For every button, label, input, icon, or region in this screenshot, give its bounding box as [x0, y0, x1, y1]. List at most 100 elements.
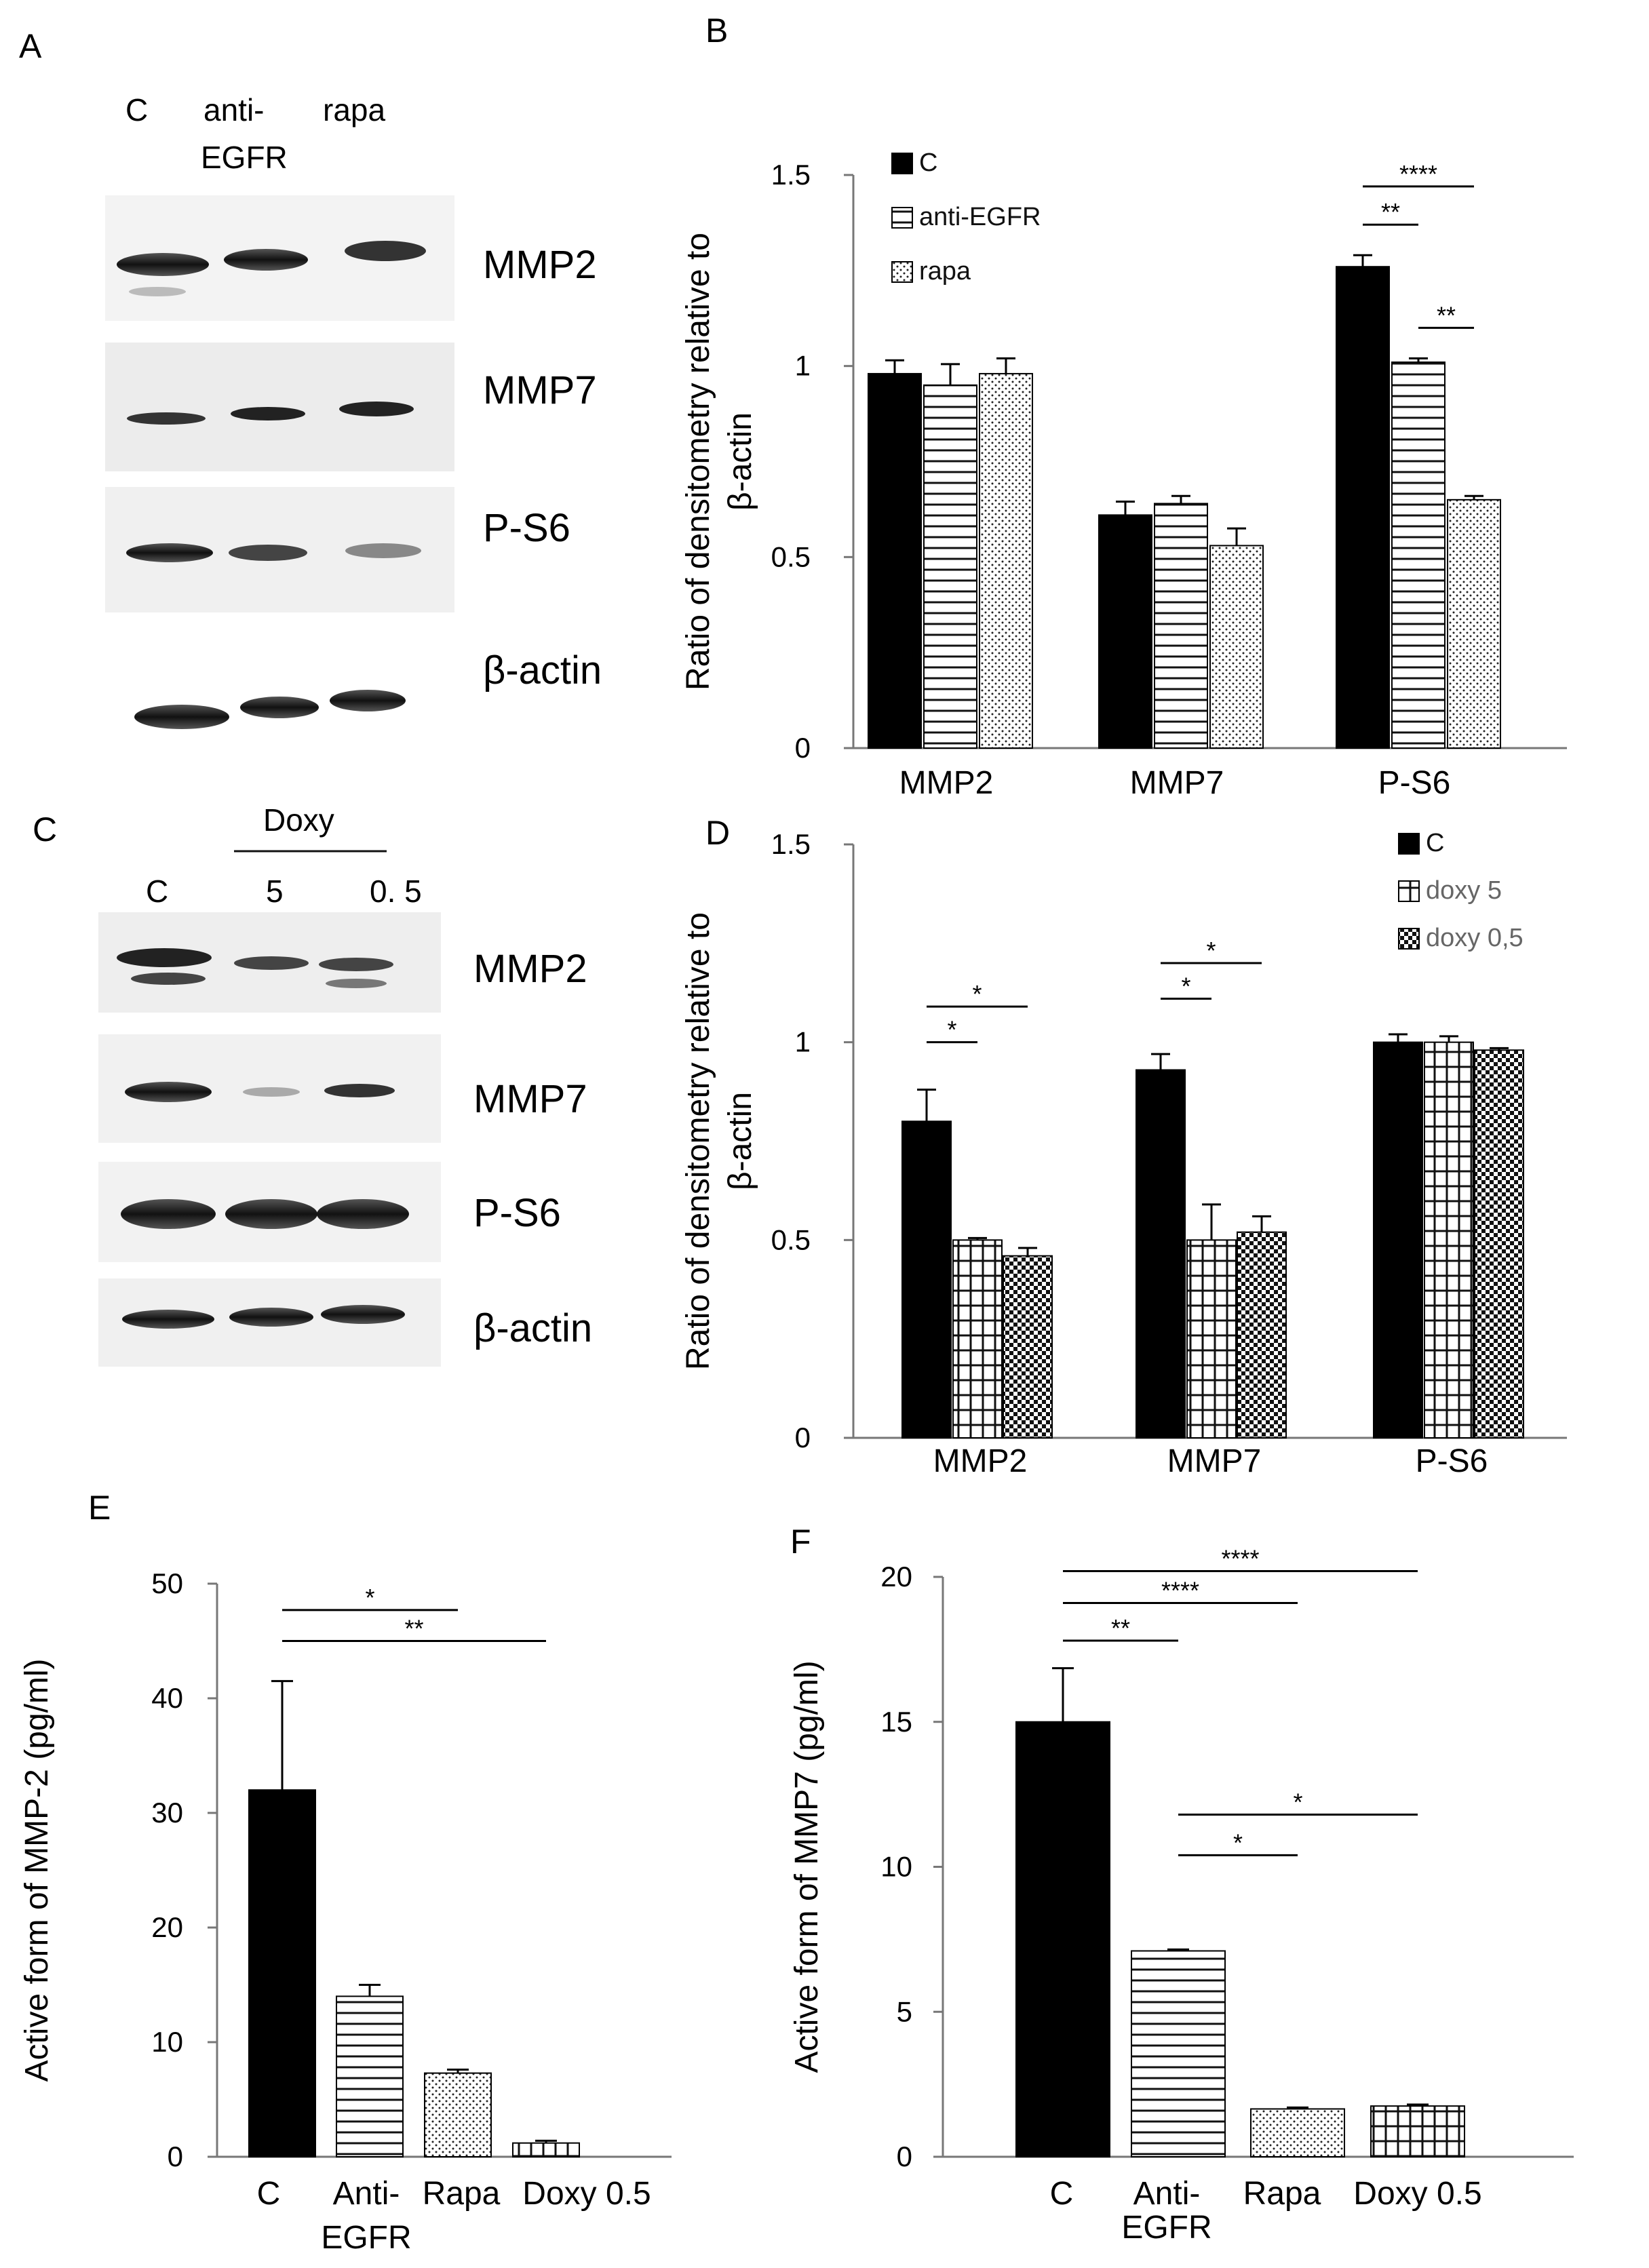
bar-c	[1373, 1041, 1423, 1439]
bar-doxy-5	[952, 1239, 1003, 1439]
blot-a-band	[134, 705, 229, 729]
x-category-label: Doxy 0.5	[1353, 2176, 1481, 2212]
blot-c-band	[326, 979, 387, 988]
x-category-label-line2: EGFR	[321, 2220, 411, 2256]
bar-c	[1098, 514, 1152, 749]
blot-a-lane-c: C	[125, 92, 148, 128]
y-axis-label-line2: β-actin	[722, 412, 758, 511]
bar-anti-egfr	[1154, 503, 1208, 749]
significance-label: **	[1111, 1614, 1130, 1642]
significance-label: ****	[1161, 1576, 1199, 1604]
blot-c-band	[131, 973, 206, 985]
bar-rapa	[1250, 2108, 1345, 2157]
blot-a-band	[345, 241, 426, 261]
significance-label: *	[972, 980, 982, 1008]
blot-a-band	[330, 690, 406, 711]
bar-rapa	[1209, 545, 1264, 749]
legend-label: anti-EGFR	[919, 203, 1041, 231]
chart-b-densitometry: 0 0.5 1 1.5 Ratio of densitometry relative t…	[680, 149, 1567, 801]
x-category-label: C	[1050, 2176, 1074, 2212]
legend-label: C	[1426, 829, 1444, 857]
y-tick-label: 1	[795, 350, 811, 382]
panel-letter-f: F	[790, 1523, 811, 1561]
blot-a-band	[117, 253, 209, 276]
chart-f-mmp7-active: 0 5 10 15 20 Active form of MMP7 (pg/ml) C Anti…	[789, 1544, 1574, 2246]
bar-anti-egfr	[923, 384, 977, 749]
significance-label: *	[1293, 1788, 1302, 1816]
x-category-label: MMP7	[1167, 1443, 1262, 1479]
bar-rapa	[979, 372, 1033, 749]
significance-label: *	[365, 1584, 374, 1611]
blot-c-band	[321, 1305, 405, 1324]
blot-a-label-ps6: P-S6	[483, 506, 570, 550]
blot-c-label-ps6: P-S6	[473, 1191, 561, 1235]
blot-c-band	[122, 1310, 214, 1329]
significance-label: *	[947, 1016, 956, 1044]
western-blot-c: Doxy C 5 0. 5 MMP2 MMP7 P-S6 β-actin	[98, 802, 592, 1367]
y-tick-label: 0	[795, 1422, 811, 1453]
x-category-label: C	[257, 2176, 281, 2212]
blot-c-band	[121, 1199, 216, 1229]
significance-label: *	[1181, 973, 1190, 1000]
blot-c-band	[324, 1084, 395, 1097]
legend-swatch	[1398, 833, 1420, 855]
y-axis-label: Ratio of densitometry relative to	[680, 912, 716, 1370]
blot-c-label-mmp2: MMP2	[473, 947, 587, 991]
blot-c-label-actin: β-actin	[473, 1306, 592, 1350]
y-axis-label: Active form of MMP7 (pg/ml)	[789, 1660, 825, 2073]
significance-label: *	[1206, 937, 1216, 964]
x-category-label: P-S6	[1378, 765, 1451, 801]
bar-rapa	[424, 2072, 492, 2157]
blot-c-band	[317, 1199, 409, 1229]
blot-c-lane-05: 0. 5	[370, 874, 422, 909]
y-tick-label: 0.5	[771, 541, 811, 572]
y-tick-label: 10	[880, 1851, 912, 1883]
blot-a-label-mmp2: MMP2	[483, 243, 597, 287]
panel-letter-d: D	[705, 814, 730, 852]
blot-a-lane-anti: anti-	[203, 92, 264, 128]
y-tick-label: 0	[795, 732, 811, 764]
x-category-label: Doxy 0.5	[522, 2176, 651, 2212]
legend-swatch	[891, 207, 913, 229]
y-tick-label: 40	[151, 1682, 183, 1714]
blot-a-band	[129, 287, 186, 296]
y-tick-label: 20	[880, 1561, 912, 1592]
y-tick-label: 1.5	[771, 828, 811, 860]
blot-c-band	[125, 1082, 212, 1102]
bar-rapa	[1447, 498, 1501, 749]
x-category-label: MMP2	[899, 765, 994, 801]
y-tick-label: 1	[795, 1026, 811, 1058]
panel-letter-b: B	[705, 12, 728, 50]
blot-c-lane-5: 5	[266, 874, 284, 909]
bar-anti-	[336, 1995, 404, 2157]
legend-label: doxy 5	[1426, 876, 1502, 905]
blot-a-lane-egfr: EGFR	[201, 140, 288, 175]
blot-a-band	[339, 402, 414, 416]
bar-c	[1136, 1069, 1186, 1439]
panel-letter-a: A	[19, 27, 42, 65]
legend-label: doxy 0,5	[1426, 924, 1524, 952]
blot-c-band	[234, 956, 309, 970]
y-tick-label: 0.5	[771, 1224, 811, 1255]
bar-c	[868, 372, 922, 749]
bar-c	[1015, 1721, 1110, 2157]
bar-doxy-5	[1424, 1041, 1474, 1439]
panel-letter-e: E	[88, 1489, 111, 1527]
bar-anti-egfr	[1391, 361, 1446, 749]
blot-a-lane-rapa: rapa	[323, 92, 385, 128]
blot-c-label-mmp7: MMP7	[473, 1077, 587, 1121]
bar-c	[1336, 266, 1390, 749]
legend-swatch	[1398, 880, 1420, 902]
significance-label: ****	[1399, 160, 1437, 188]
legend-label: rapa	[919, 257, 971, 286]
y-tick-label: 50	[151, 1567, 183, 1599]
significance-label: *	[1233, 1829, 1243, 1856]
blot-c-band	[117, 948, 212, 967]
significance-label: **	[404, 1615, 423, 1643]
blot-a-band	[126, 543, 213, 562]
legend-label: C	[919, 149, 937, 177]
bar-doxy-0-5	[512, 2142, 580, 2157]
y-tick-label: 15	[880, 1706, 912, 1738]
chart-e-mmp2-active: 0 10 20 30 40 50 Active form of MMP-2 (pg/ml) C…	[19, 1567, 672, 2256]
